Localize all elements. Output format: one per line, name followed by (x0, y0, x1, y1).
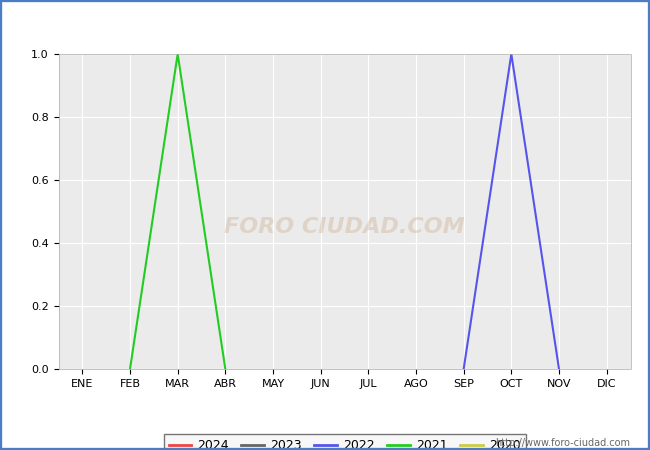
Text: Matriculaciones de Vehiculos en Aldealcorvo: Matriculaciones de Vehiculos en Aldealco… (140, 14, 510, 33)
Legend: 2024, 2023, 2022, 2021, 2020: 2024, 2023, 2022, 2021, 2020 (164, 434, 525, 450)
Text: http://www.foro-ciudad.com: http://www.foro-ciudad.com (495, 438, 630, 448)
Text: FORO CIUDAD.COM: FORO CIUDAD.COM (224, 217, 465, 237)
